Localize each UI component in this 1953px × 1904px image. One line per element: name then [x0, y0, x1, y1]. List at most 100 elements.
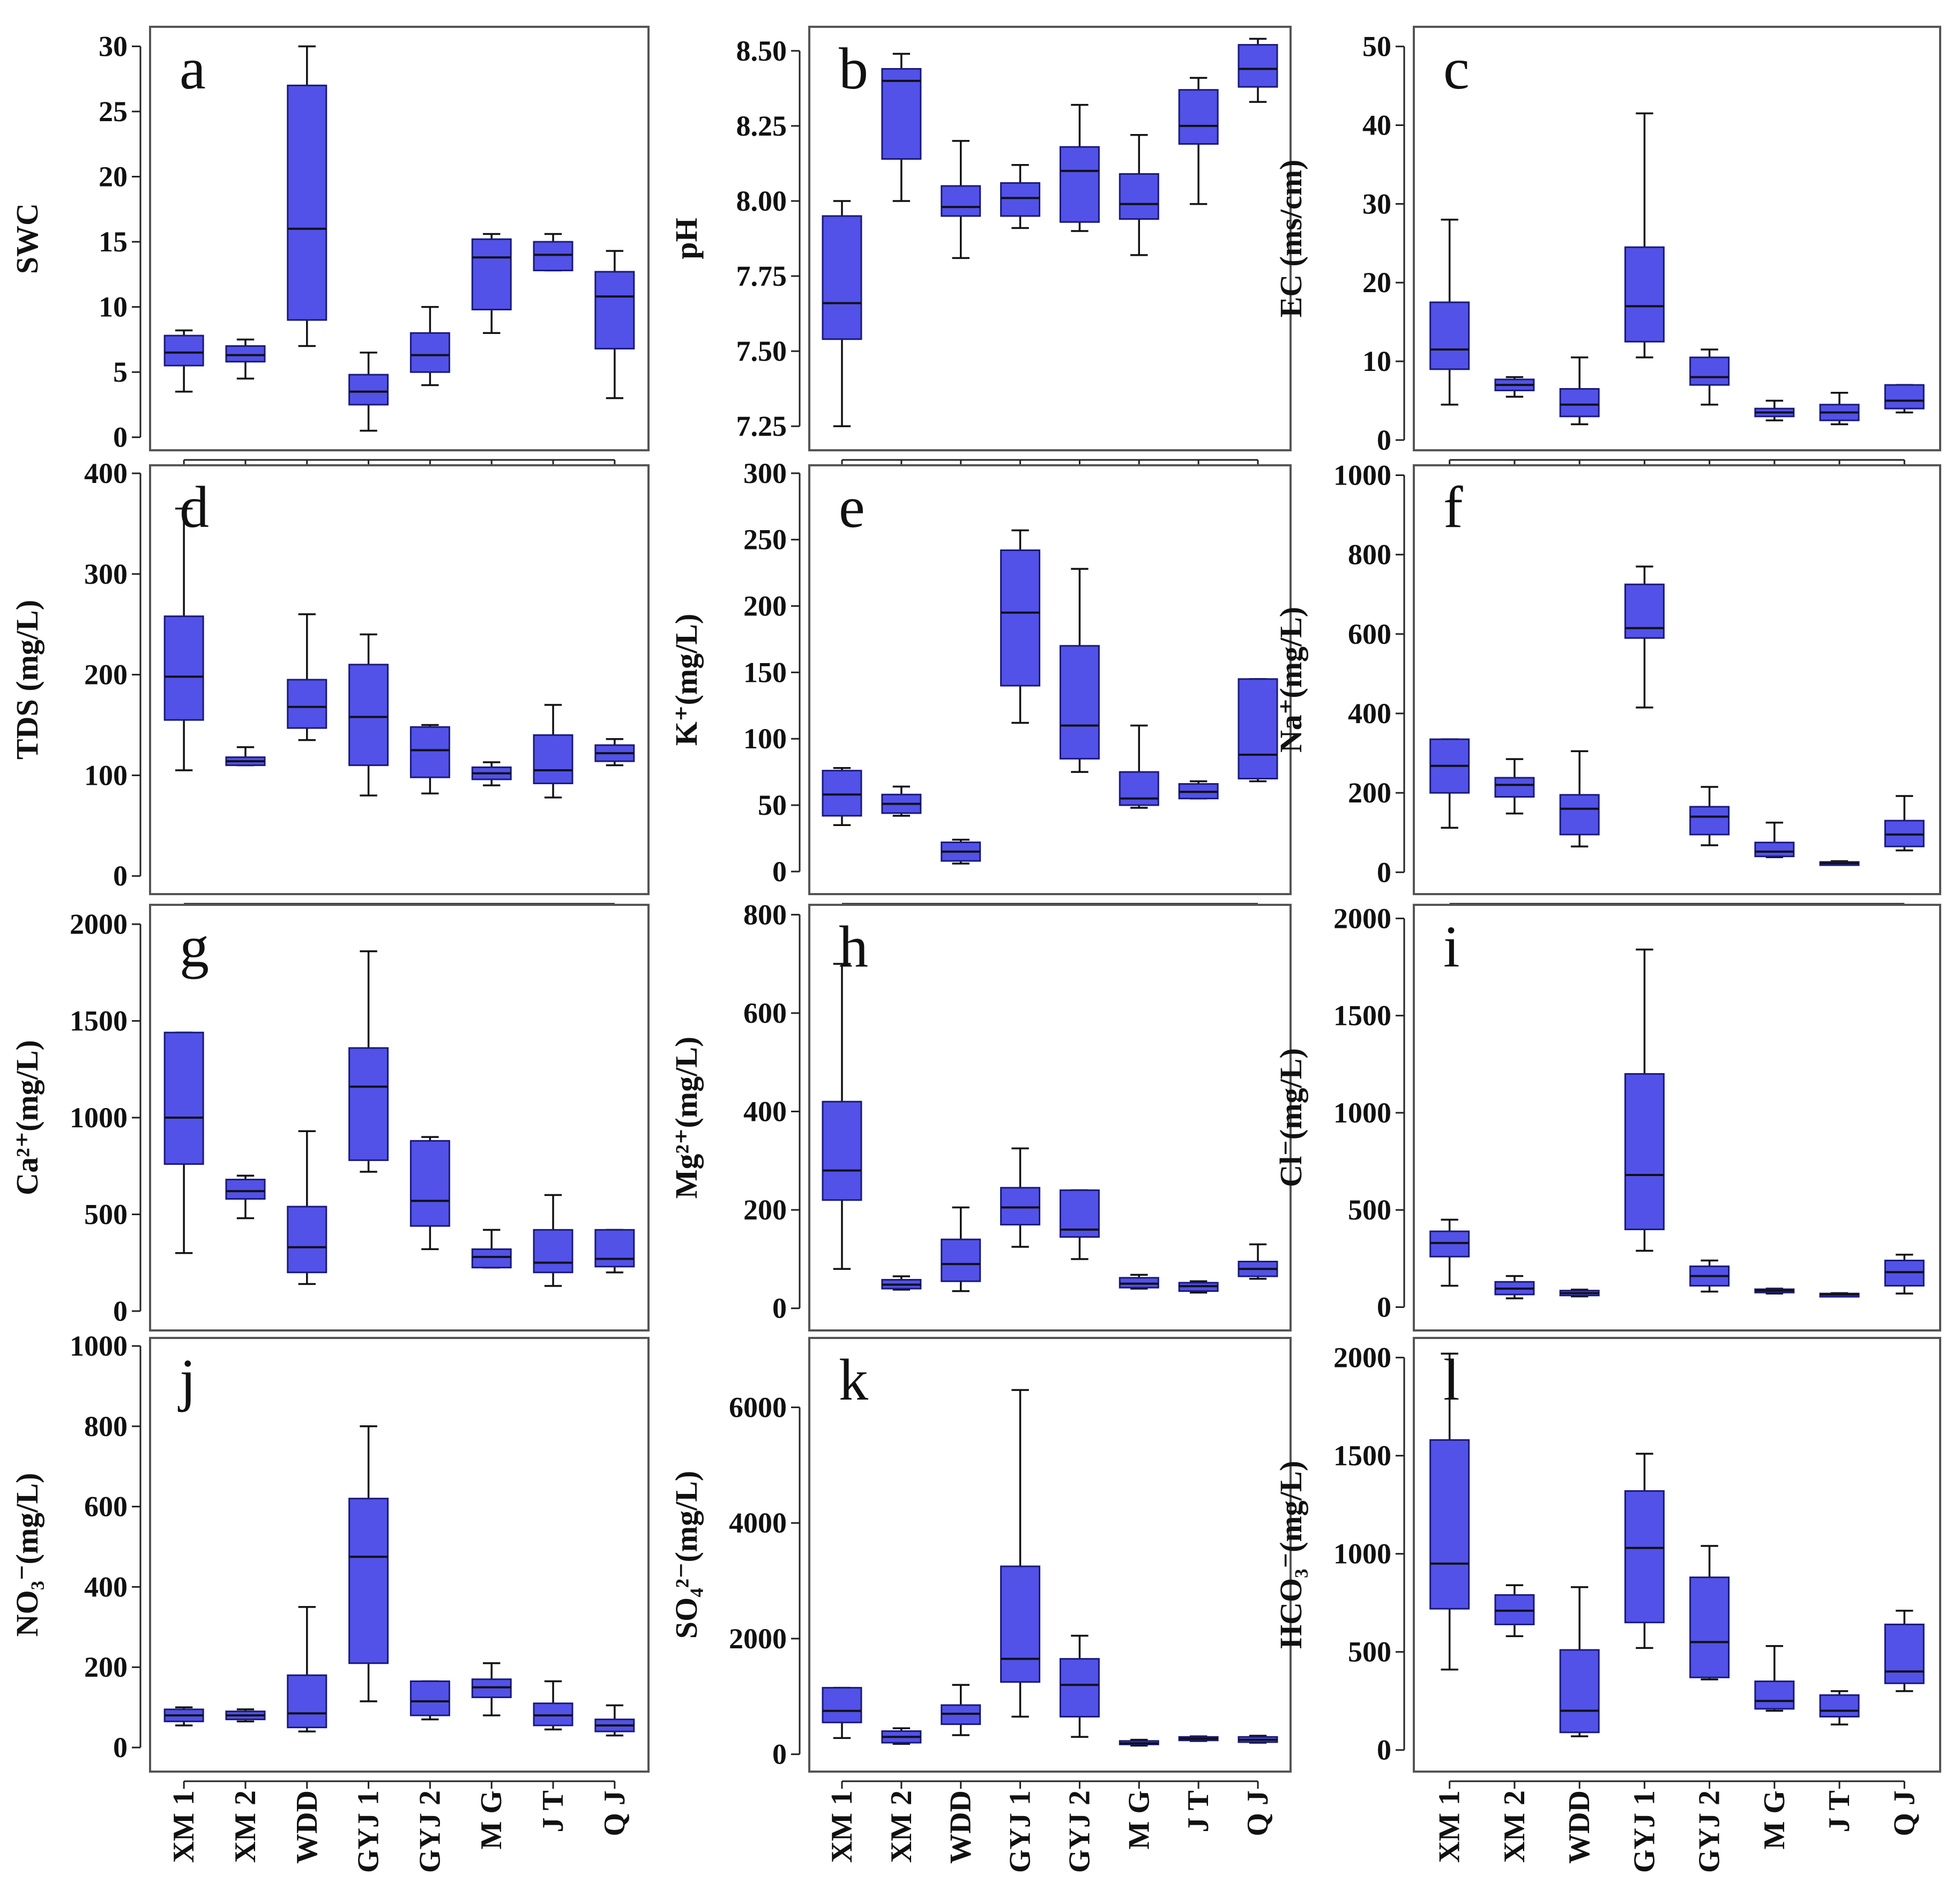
iqr-box — [348, 374, 389, 406]
y-tick-label: 800 — [1348, 539, 1391, 571]
iqr-box — [225, 345, 266, 363]
box-gyj2 — [1059, 103, 1100, 232]
iqr-box — [533, 734, 573, 784]
box-gyj2 — [1059, 568, 1100, 773]
box-xm2 — [1494, 758, 1535, 815]
y-tick-label: 5 — [113, 356, 128, 388]
y-tick-label: 25 — [99, 95, 128, 128]
x-category-label: XM 1 — [167, 1790, 200, 1863]
iqr-box — [1689, 356, 1730, 386]
y-tick-label: 200 — [743, 1194, 787, 1226]
panel-letter: b — [839, 36, 868, 101]
box-qj — [1238, 678, 1278, 783]
box-wdd — [287, 1606, 327, 1732]
box-xm2 — [881, 53, 922, 202]
iqr-box — [1689, 806, 1730, 836]
y-tick-label: 1000 — [70, 1102, 128, 1134]
box-xm1 — [822, 200, 862, 427]
box-jt — [533, 1194, 573, 1287]
panel-b: 7.25 7.50 7.75 8.00 8.25 8.50 pH b — [669, 26, 1292, 467]
box-xm2 — [881, 785, 922, 817]
iqr-box — [881, 68, 922, 160]
box-wdd — [1559, 750, 1600, 847]
box-gyj1 — [348, 633, 389, 797]
box-qj — [1884, 1253, 1925, 1295]
box-gyj2 — [409, 724, 450, 794]
iqr-box — [348, 664, 389, 767]
box-xm2 — [225, 338, 266, 380]
x-category-label: XM 2 — [229, 1790, 262, 1863]
box-gyj1 — [1624, 566, 1665, 709]
box-qj — [594, 250, 635, 399]
x-category-label: M G — [475, 1790, 508, 1849]
iqr-box — [409, 332, 450, 373]
panel-frame — [808, 904, 1292, 1332]
y-tick-label: 1500 — [1333, 1440, 1391, 1472]
box-mg — [471, 1662, 512, 1716]
box-qj — [1238, 1735, 1278, 1744]
box-jt — [1819, 1690, 1860, 1726]
iqr-box — [1689, 1576, 1730, 1678]
panel-l: 0 500 1000 1500 2000 HCO₃⁻(mg/L) l XM 1 XM 2 WDD G… — [1273, 1337, 1941, 1873]
box-qj — [1884, 1610, 1925, 1692]
y-tick-label: 200 — [84, 1651, 128, 1683]
panel-frame — [808, 1337, 1292, 1773]
box-gyj2 — [409, 306, 450, 386]
box-xm2 — [881, 1727, 922, 1745]
y-tick-label: 8.50 — [736, 35, 787, 67]
box-wdd — [1559, 356, 1600, 426]
y-tick-label: 1000 — [70, 1330, 128, 1362]
box-xm1 — [1429, 1352, 1470, 1671]
box-gyj2 — [1689, 786, 1730, 846]
y-tick-label: 0 — [113, 1295, 128, 1327]
box-gyj2 — [1059, 1634, 1100, 1738]
iqr-box — [163, 615, 204, 721]
y-axis-label: Mg²⁺(mg/L) — [669, 1037, 704, 1199]
iqr-box — [287, 1674, 327, 1729]
y-tick-label: 1500 — [1333, 1000, 1391, 1032]
panel-frame — [1413, 26, 1941, 451]
panel-frame — [149, 1337, 650, 1773]
iqr-box — [1559, 388, 1600, 418]
y-tick-label: 0 — [1377, 1291, 1391, 1323]
y-tick-label: 800 — [84, 1410, 128, 1442]
box-mg — [471, 233, 512, 334]
y-tick-label: 2000 — [70, 908, 128, 940]
x-category-label: Q J — [598, 1790, 631, 1836]
y-tick-label: 0 — [1377, 1734, 1391, 1766]
y-tick-label: 40 — [1362, 109, 1391, 142]
box-xm1 — [163, 508, 204, 771]
box-wdd — [941, 1684, 981, 1736]
box-xm1 — [822, 963, 862, 1270]
iqr-box — [1754, 1680, 1795, 1710]
box-xm1 — [1429, 738, 1470, 829]
box-xm1 — [822, 1686, 862, 1739]
iqr-box — [594, 1229, 635, 1268]
x-category-label: GYJ 2 — [1063, 1790, 1096, 1873]
x-category-label: GYJ 1 — [1004, 1790, 1037, 1873]
y-tick-label: 0 — [772, 1738, 787, 1771]
iqr-box — [822, 215, 862, 340]
box-mg — [471, 761, 512, 786]
y-tick-label: 300 — [743, 457, 787, 489]
y-axis-label: NO₃⁻(mg/L) — [10, 1473, 44, 1637]
iqr-box — [1494, 777, 1535, 798]
box-jt — [533, 1680, 573, 1731]
y-tick-label: 0 — [113, 1731, 128, 1764]
box-xm1 — [1429, 219, 1470, 406]
x-category-label: WDD — [1563, 1790, 1596, 1864]
box-qj — [1884, 384, 1925, 414]
box-qj — [1238, 1243, 1278, 1280]
panel-frame — [1413, 1337, 1941, 1773]
iqr-box — [1000, 549, 1041, 687]
y-tick-label: 200 — [743, 590, 787, 622]
x-category-label: XM 1 — [825, 1790, 859, 1863]
iqr-box — [1429, 1439, 1470, 1610]
box-gyj1 — [1000, 163, 1041, 229]
box-mg — [1754, 1645, 1795, 1712]
box-jt — [1178, 780, 1219, 800]
y-tick-label: 0 — [1377, 856, 1391, 888]
y-tick-label: 400 — [743, 1096, 787, 1128]
y-tick-label: 30 — [1362, 188, 1391, 220]
